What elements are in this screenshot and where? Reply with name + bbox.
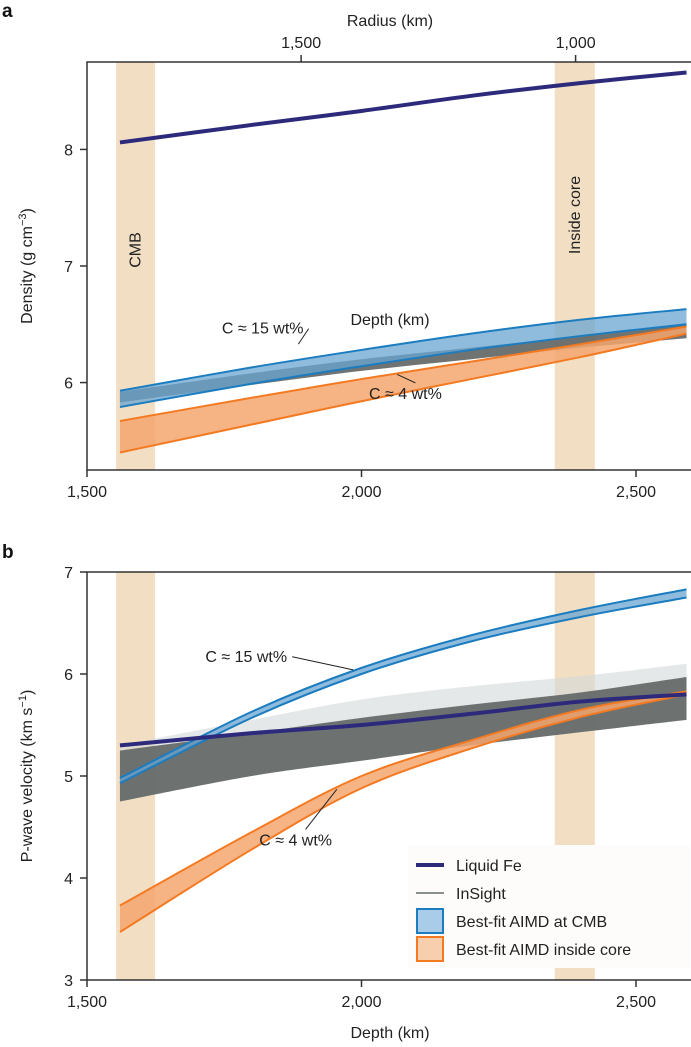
- top-tick-label: 1,000: [556, 35, 596, 52]
- top-axis-label: Radius (km): [347, 13, 433, 30]
- aimd-core-lower-line: [119, 693, 687, 933]
- x-tick-label: 2,000: [341, 484, 381, 501]
- y-tick-label: 6: [64, 376, 73, 393]
- aimd-cmb-lower-line: [119, 323, 687, 409]
- annotation-leader: [297, 328, 310, 345]
- panel-label-a: a: [2, 1, 13, 22]
- region-label: Inside core: [567, 176, 584, 254]
- legend-background: [408, 845, 690, 968]
- panel-label-b: b: [2, 542, 14, 563]
- legend: Liquid Fe InSight Best-fit AIMD at CMB Best…: [408, 845, 690, 968]
- y-tick-label: 6: [64, 667, 73, 684]
- annotation-leader: [292, 656, 354, 671]
- aimd-core-upper-line: [119, 325, 687, 423]
- y-tick-label: 7: [64, 565, 73, 582]
- plot-area: [116, 62, 687, 470]
- y-axis-label-a-sup: −3: [17, 213, 29, 226]
- annotation-leader: [396, 373, 416, 384]
- aimd-cmb-lower-line: [119, 596, 687, 785]
- y-axis-label-b-sup: −1: [17, 695, 29, 708]
- aimd-cmb-band: [119, 309, 687, 408]
- legend-label: Liquid Fe: [456, 858, 522, 875]
- aimd-cmb-upper-line: [119, 588, 687, 779]
- annotation-label: C ≈ 15 wt%: [222, 321, 304, 338]
- liquid-fe-line: [119, 70, 687, 145]
- y-tick-label: 5: [64, 769, 73, 786]
- x-tick-label: 2,000: [341, 994, 381, 1011]
- legend-swatch-aimd-cmb: [416, 908, 444, 934]
- region-label: CMB: [128, 232, 145, 268]
- annotation-label: C ≈ 4 wt%: [369, 386, 442, 403]
- x-tick-label: 1,500: [67, 994, 107, 1011]
- annotation-leader: [305, 788, 338, 830]
- y-tick-label: 7: [64, 259, 73, 276]
- legend-label: Best-fit AIMD inside core: [456, 942, 631, 959]
- x-tick-label: 2,500: [616, 484, 656, 501]
- y-axis-label-b-main: P-wave velocity (km s: [19, 708, 36, 863]
- density-panel: Radius (km) Depth (km) Density (g cm−3) …: [17, 13, 691, 501]
- x-axis-label-a: Depth (km): [350, 312, 429, 329]
- y-tick-label: 8: [64, 142, 73, 159]
- insight-band: [119, 677, 687, 802]
- x-axis-label-b: Depth (km): [350, 1025, 429, 1042]
- region-band-inside-core: [554, 62, 595, 470]
- y-tick-label: 3: [64, 973, 73, 990]
- annotation-label: C ≈ 4 wt%: [259, 832, 332, 849]
- liquid-fe-line: [119, 692, 687, 748]
- y-tick-label: 4: [64, 871, 73, 888]
- top-tick-label: 1,500: [281, 35, 321, 52]
- y-axis-label-a: Density (g cm−3): [17, 208, 36, 324]
- x-tick-label: 2,500: [616, 994, 656, 1011]
- x-tick-label: 1,500: [67, 484, 107, 501]
- y-axis-label-b: P-wave velocity (km s−1): [17, 690, 36, 863]
- y-axis-label-a-main: Density (g cm: [19, 226, 36, 324]
- legend-swatch-aimd-core: [416, 936, 444, 962]
- aimd-core-upper-line: [119, 690, 687, 907]
- legend-label: InSight: [456, 886, 506, 903]
- aimd-core-lower-line: [119, 332, 687, 454]
- legend-label: Best-fit AIMD at CMB: [456, 914, 607, 931]
- aimd-core-band: [119, 326, 687, 453]
- y-axis-label-b-end: ): [19, 690, 36, 695]
- axes-frame: [86, 61, 691, 471]
- y-axis-label-a-end: ): [19, 208, 36, 213]
- velocity-panel: Depth (km) P-wave velocity (km s−1) 1,50…: [17, 565, 691, 1042]
- annotation-label: C ≈ 15 wt%: [205, 649, 287, 666]
- aimd-cmb-upper-line: [119, 308, 687, 392]
